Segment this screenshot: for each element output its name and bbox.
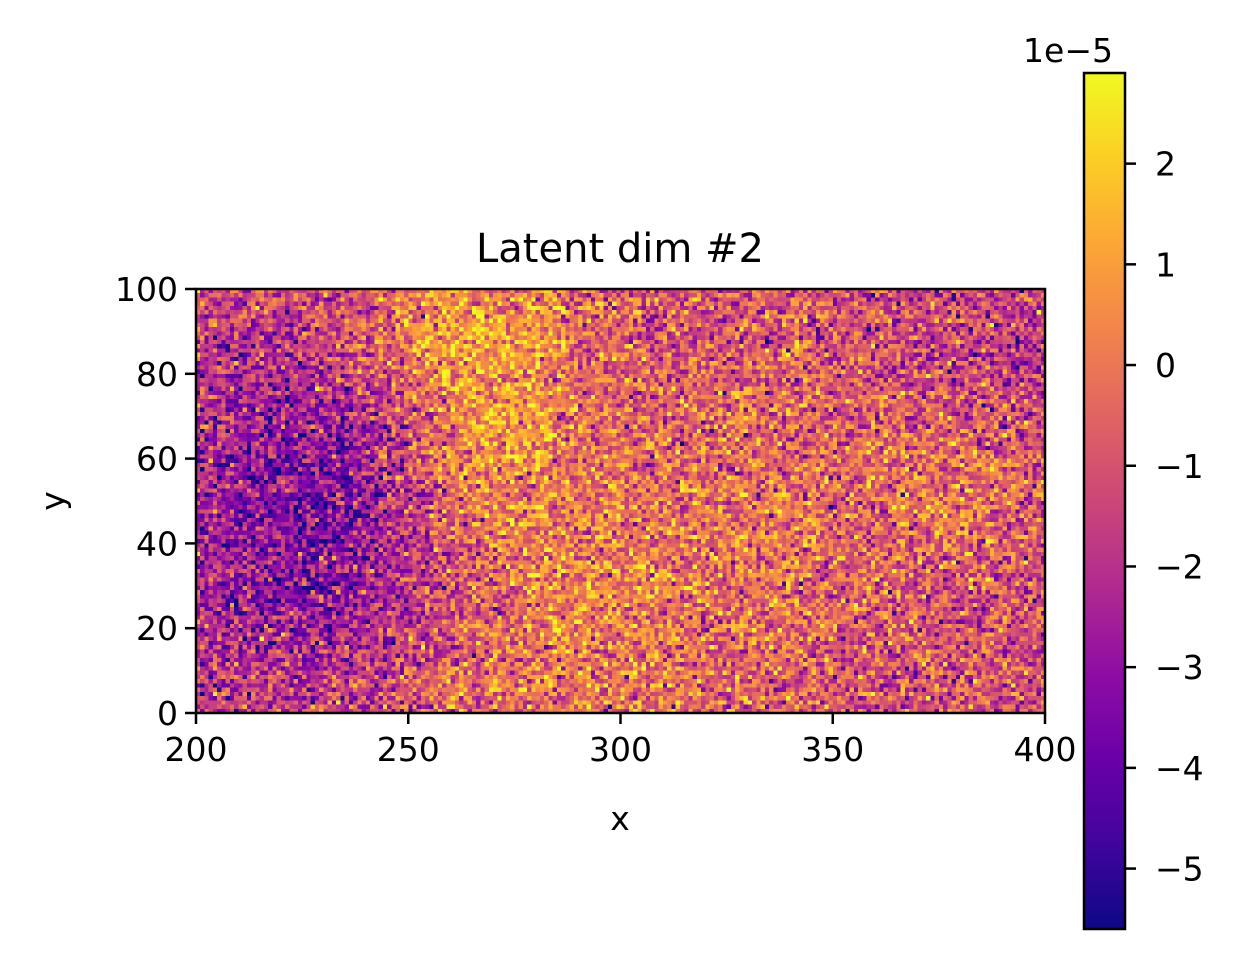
chart-title: Latent dim #2 [476,226,764,272]
colorbar-ticks: −5 −4 −3 −2 −1 0 1 2 [1125,145,1204,889]
x-tick-label: 350 [801,730,864,769]
colorbar-offset-label: 1e−5 [1023,31,1113,70]
x-tick-label: 250 [377,730,440,769]
y-tick-label: 20 [136,609,178,648]
y-tick-label: 0 [157,694,178,733]
x-tick-label: 300 [589,730,652,769]
colorbar-tick-label: 1 [1155,245,1176,284]
x-tick-label: 200 [165,730,228,769]
colorbar-tick-label: −1 [1155,447,1204,486]
plot-area [194,287,1047,715]
colorbar-tick-label: −2 [1155,547,1204,586]
y-tick-label: 80 [136,355,178,394]
y-axis-label: y [33,491,72,511]
y-axis: 0 20 40 60 80 100 [115,270,196,733]
heatmap-image [196,289,1045,713]
y-tick-label: 100 [115,270,178,309]
x-axis-label: x [610,799,630,838]
colorbar-gradient [1082,71,1127,931]
colorbar-tick-label: −4 [1155,749,1204,788]
colorbar: −5 −4 −3 −2 −1 0 1 2 1e−5 [1023,31,1204,931]
x-tick-label: 400 [1014,730,1077,769]
colorbar-tick-label: −3 [1155,648,1204,687]
y-tick-label: 40 [136,524,178,563]
colorbar-tick-label: 0 [1155,346,1176,385]
colorbar-tick-label: −5 [1155,850,1204,889]
colorbar-tick-label: 2 [1155,145,1176,184]
x-axis: 200 250 300 350 400 [165,713,1077,769]
y-tick-label: 60 [136,440,178,479]
